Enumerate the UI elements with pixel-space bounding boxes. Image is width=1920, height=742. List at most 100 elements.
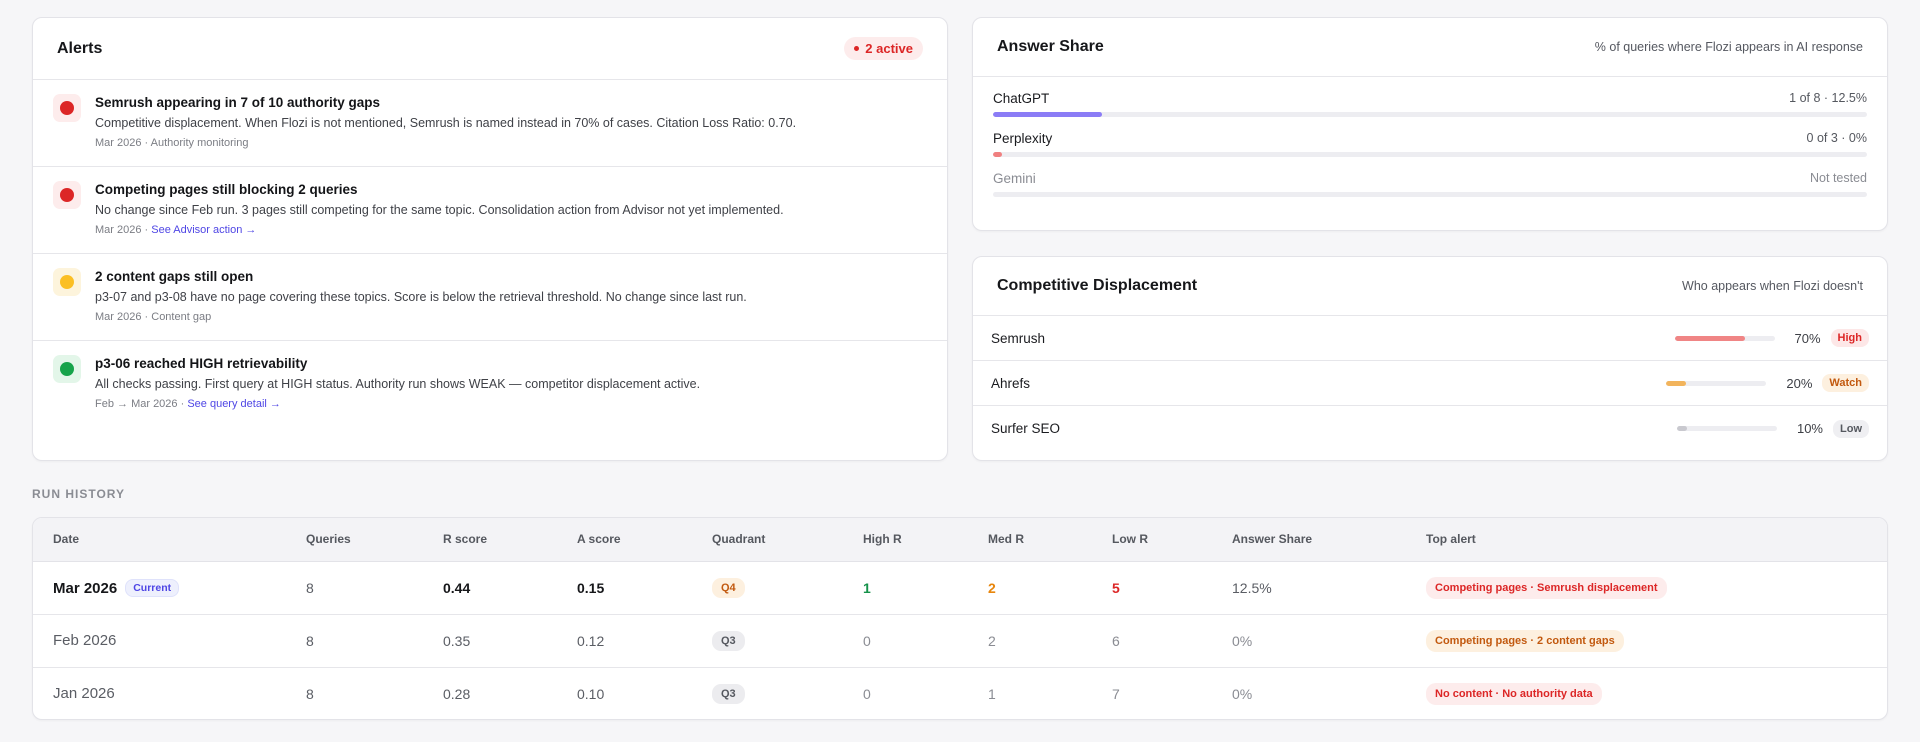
quadrant-badge: Q3 bbox=[712, 683, 745, 704]
queries-cell: 8 bbox=[306, 561, 443, 615]
low-r-cell: 6 bbox=[1112, 614, 1232, 668]
alert-title: Competing pages still blocking 2 queries bbox=[95, 182, 358, 197]
quadrant-cell: Q3 bbox=[712, 667, 863, 719]
alert-title: Semrush appearing in 7 of 10 authority g… bbox=[95, 95, 381, 110]
answer-share-card: Answer Share % of queries where Flozi ap… bbox=[972, 17, 1888, 231]
table-row[interactable]: Feb 2026 8 0.35 0.12 Q3 0 2 6 0% Competi… bbox=[33, 614, 1887, 668]
share-bar-track bbox=[993, 192, 1867, 197]
engine-share-value: 0 of 3 · 0% bbox=[1806, 131, 1867, 145]
engine-share-value: Not tested bbox=[1810, 171, 1867, 185]
quadrant-cell: Q4 bbox=[712, 561, 863, 615]
alert-title: 2 content gaps still open bbox=[95, 269, 254, 284]
column-header: Quadrant bbox=[712, 518, 863, 562]
alert-list: Semrush appearing in 7 of 10 authority g… bbox=[33, 80, 947, 428]
run-history-table-card: Date Queries R score A score Quadrant Hi… bbox=[32, 517, 1888, 720]
alert-item: Competing pages still blocking 2 queries… bbox=[33, 167, 947, 254]
current-badge: Current bbox=[125, 578, 180, 597]
quadrant-cell: Q3 bbox=[712, 614, 863, 668]
competitive-subtitle: Who appears when Flozi doesn't bbox=[1682, 279, 1863, 293]
table-row[interactable]: Jan 2026 8 0.28 0.10 Q3 0 1 7 0% No cont… bbox=[33, 667, 1887, 719]
date-cell: Feb 2026 bbox=[33, 614, 306, 668]
column-header: Top alert bbox=[1426, 518, 1887, 562]
alerts-card: Alerts 2 active Semrush appearing in 7 o… bbox=[32, 17, 948, 461]
competitor-level-badge: Watch bbox=[1822, 374, 1869, 392]
high-r-cell: 0 bbox=[863, 614, 988, 668]
column-header: Answer Share bbox=[1232, 518, 1426, 562]
alert-item: 2 content gaps still open p3-07 and p3-0… bbox=[33, 254, 947, 341]
engine-name: ChatGPT bbox=[993, 91, 1050, 106]
severity-dot-icon bbox=[60, 101, 74, 115]
r-score-cell: 0.35 bbox=[443, 614, 577, 668]
competitor-name: Ahrefs bbox=[991, 375, 1031, 391]
see-advisor-action-link[interactable]: See Advisor action → bbox=[151, 224, 257, 236]
column-header: A score bbox=[577, 518, 712, 562]
top-alert-badge: Competing pages · Semrush displacement bbox=[1426, 576, 1667, 599]
column-header: Low R bbox=[1112, 518, 1232, 562]
alert-item: p3-06 reached HIGH retrievability All ch… bbox=[33, 341, 947, 428]
competitor-percent: 20% bbox=[1786, 375, 1813, 391]
competitive-header: Competitive Displacement Who appears whe… bbox=[973, 257, 1887, 316]
high-r-cell: 0 bbox=[863, 685, 871, 702]
engine-name: Perplexity bbox=[993, 131, 1053, 146]
queries-cell: 8 bbox=[306, 685, 314, 702]
share-bar-fill bbox=[993, 112, 1103, 117]
run-history-table: Date Queries R score A score Quadrant Hi… bbox=[33, 518, 1887, 719]
share-bar-track bbox=[993, 112, 1867, 117]
alert-description: All checks passing. First query at HIGH … bbox=[95, 377, 701, 391]
active-alerts-badge: 2 active bbox=[844, 37, 923, 60]
alert-meta: Mar 2026 · Content gap bbox=[95, 311, 747, 323]
alert-description: Competitive displacement. When Flozi is … bbox=[95, 116, 797, 130]
alert-description: p3-07 and p3-08 have no page covering th… bbox=[95, 290, 747, 304]
top-alert-cell: Competing pages · 2 content gaps bbox=[1426, 614, 1887, 668]
column-header: Date bbox=[33, 518, 306, 562]
competitive-title: Competitive Displacement bbox=[997, 277, 1198, 294]
competitor-bar-fill bbox=[1674, 335, 1745, 341]
answer-share-title: Answer Share bbox=[997, 38, 1104, 55]
answer-share-cell: 0% bbox=[1232, 685, 1253, 702]
competitor-bar-track bbox=[1677, 426, 1777, 431]
top-alert-cell: No content · No authority data bbox=[1426, 667, 1887, 719]
alert-meta-text: Mar 2026 · Content gap bbox=[95, 311, 212, 323]
alert-title: p3-06 reached HIGH retrievability bbox=[95, 356, 308, 371]
a-score-cell: 0.12 bbox=[577, 614, 712, 668]
alert-description: No change since Feb run. 3 pages still c… bbox=[95, 203, 784, 217]
alert-severity-icon bbox=[53, 181, 81, 209]
active-alerts-count: 2 active bbox=[865, 41, 913, 56]
column-header: Med R bbox=[988, 518, 1112, 562]
severity-dot-icon bbox=[60, 275, 74, 289]
med-r-cell: 1 bbox=[988, 685, 996, 702]
competitor-row: Semrush 70% High bbox=[973, 316, 1887, 361]
answer-share-cell: 12.5% bbox=[1232, 561, 1426, 615]
alert-meta-text: Mar 2026 · Authority monitoring bbox=[95, 137, 249, 149]
share-bar-fill bbox=[993, 152, 1002, 157]
quadrant-badge: Q4 bbox=[712, 577, 745, 598]
alert-item: Semrush appearing in 7 of 10 authority g… bbox=[33, 80, 947, 167]
column-header: R score bbox=[443, 518, 577, 562]
column-header: Queries bbox=[306, 518, 443, 562]
answer-share-header: Answer Share % of queries where Flozi ap… bbox=[973, 18, 1887, 77]
alerts-header: Alerts 2 active bbox=[33, 18, 947, 80]
share-bar-track bbox=[993, 152, 1867, 157]
competitor-level-badge: High bbox=[1830, 329, 1869, 347]
high-r-cell: 1 bbox=[863, 561, 988, 615]
top-alert-badge: Competing pages · 2 content gaps bbox=[1426, 629, 1624, 652]
competitor-percent: 10% bbox=[1796, 421, 1823, 436]
low-r-cell: 7 bbox=[1112, 685, 1120, 702]
see-query-detail-link[interactable]: See query detail → bbox=[187, 398, 281, 410]
competitor-row: Surfer SEO 10% Low bbox=[973, 406, 1887, 451]
engine-name: Gemini bbox=[993, 171, 1036, 186]
top-alert-cell: Competing pages · Semrush displacement bbox=[1426, 561, 1887, 615]
competitor-name: Surfer SEO bbox=[991, 421, 1061, 436]
alert-meta-text: Feb → Mar 2026 · bbox=[95, 398, 188, 410]
competitor-percent: 70% bbox=[1794, 330, 1821, 346]
queries-cell: 8 bbox=[306, 614, 443, 668]
date-cell: Jan 2026 bbox=[33, 667, 306, 719]
table-row[interactable]: Mar 2026 Current 8 0.44 0.15 Q4 1 2 5 12.… bbox=[33, 561, 1887, 615]
alert-meta-text: Mar 2026 · bbox=[95, 224, 152, 236]
run-date: Feb 2026 bbox=[53, 632, 117, 649]
column-header: High R bbox=[863, 518, 988, 562]
alert-severity-icon bbox=[53, 94, 81, 122]
severity-dot-icon bbox=[60, 188, 74, 202]
alert-meta: Mar 2026 · Authority monitoring bbox=[95, 137, 796, 149]
competitor-bar-fill bbox=[1666, 380, 1687, 386]
